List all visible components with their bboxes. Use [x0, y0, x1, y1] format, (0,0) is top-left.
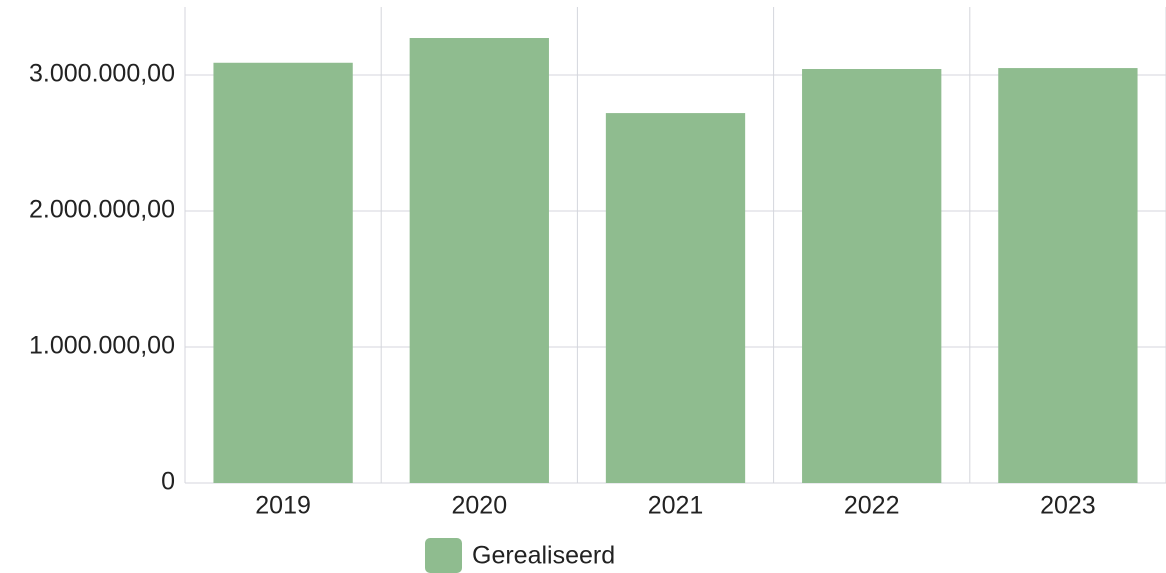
x-tick-label: 2023: [1040, 492, 1096, 520]
y-tick-label: 2.000.000,00: [29, 196, 175, 224]
bar: [605, 113, 746, 483]
bar: [213, 62, 353, 483]
y-tick-label: 0: [161, 468, 175, 496]
x-tick-label: 2021: [648, 492, 704, 520]
bar: [409, 38, 549, 484]
x-tick-label: 2022: [844, 492, 900, 520]
y-tick-label: 3.000.000,00: [29, 60, 175, 88]
x-tick-label: 2019: [255, 492, 311, 520]
legend-swatch: [425, 538, 462, 573]
y-tick-label: 1.000.000,00: [29, 332, 175, 360]
bar: [802, 69, 942, 484]
legend-label: Gerealiseerd: [472, 542, 615, 570]
x-tick-label: 2020: [451, 492, 507, 520]
bar: [998, 68, 1138, 484]
